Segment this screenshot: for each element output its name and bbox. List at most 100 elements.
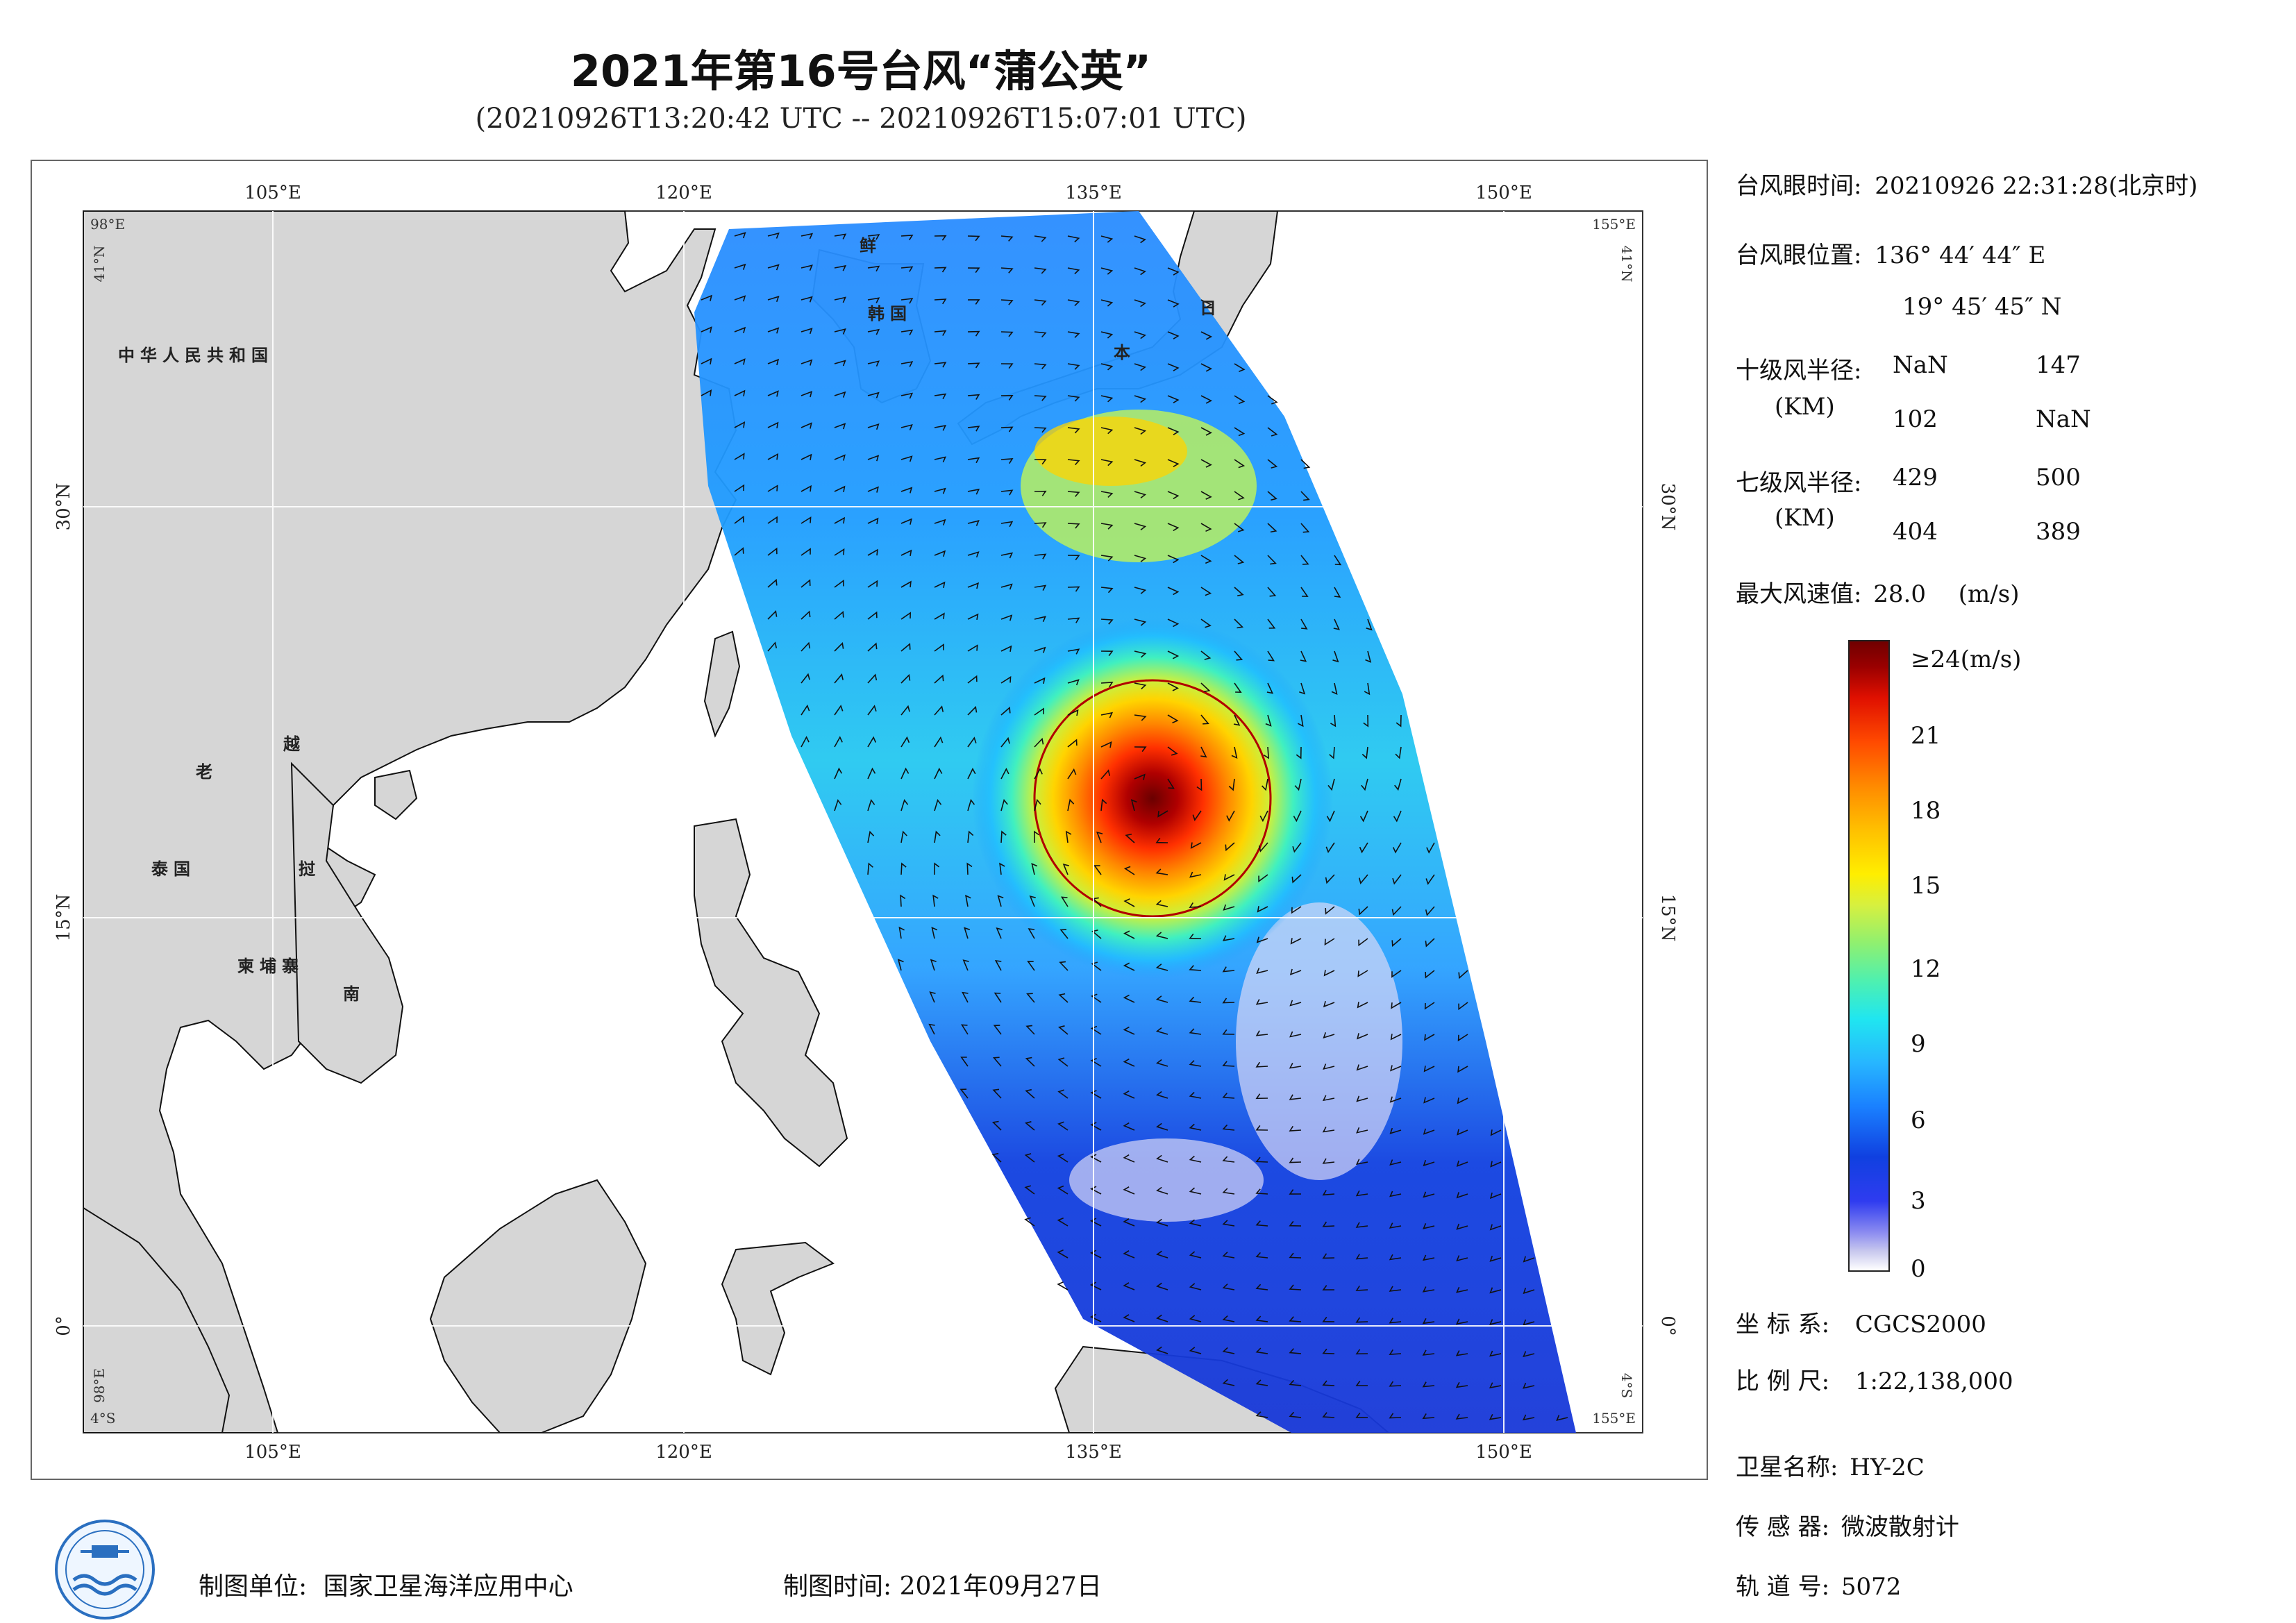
wind-barb — [1167, 587, 1180, 596]
wind-barb — [900, 487, 913, 494]
wind-barb — [834, 642, 844, 652]
wind-barb — [1000, 583, 1013, 590]
wind-barb — [1300, 491, 1310, 501]
wind-barb — [1422, 1381, 1435, 1388]
wind-barb — [1034, 299, 1047, 306]
wind-barb — [967, 520, 980, 526]
wind-barb — [867, 423, 880, 430]
wind-barb — [1234, 363, 1246, 373]
wind-barb — [1222, 1188, 1235, 1195]
wind-barb — [1289, 1157, 1302, 1163]
wind-barb — [934, 330, 947, 336]
wind-barb — [1255, 1030, 1268, 1036]
wind-barb — [991, 1120, 1002, 1131]
wind-barb — [1025, 1025, 1035, 1035]
wind-barb — [1000, 394, 1014, 401]
wind-barb — [1222, 1315, 1235, 1322]
wind-barb — [1156, 1282, 1168, 1290]
corner-label-top-left-lon: 98°E — [90, 216, 125, 233]
lat-label-right-0: 0° — [1657, 1315, 1678, 1336]
wind-barb — [1196, 778, 1203, 791]
wind-barb — [900, 266, 914, 272]
wind-barb — [1123, 962, 1135, 971]
footer-producer: 制图单位: 国家卫星海洋应用中心 — [199, 1566, 573, 1602]
r10-value-nw: NaN — [2036, 405, 2091, 433]
wind-barb — [967, 582, 980, 589]
wind-barb — [1267, 459, 1278, 469]
r7-value-nw: 389 — [2036, 518, 2081, 546]
wind-barb — [1100, 650, 1114, 657]
wind-barb — [1134, 459, 1147, 467]
wind-barb — [1123, 866, 1135, 875]
wind-barb — [1222, 1252, 1235, 1259]
wind-barb — [1000, 614, 1013, 621]
wind-barb — [967, 798, 975, 812]
wind-barb — [967, 267, 980, 274]
wind-barb — [1091, 930, 1102, 939]
wind-barb — [801, 296, 813, 303]
wind-barb — [801, 264, 813, 271]
wind-barb — [1225, 842, 1235, 852]
wind-barb — [1255, 999, 1268, 1005]
wind-swath-pale-patch-2 — [1069, 1138, 1264, 1222]
wind-barb — [1234, 459, 1246, 469]
wind-barb — [834, 799, 842, 812]
wind-barb — [867, 611, 878, 620]
wind-barb — [1067, 427, 1080, 434]
wind-barb — [1489, 1224, 1502, 1231]
wind-barb — [1100, 235, 1114, 243]
wind-barb — [1189, 1155, 1202, 1163]
land-philippines — [694, 818, 848, 1168]
corner-label-bottom-right-lon: 155°E — [1592, 1410, 1636, 1427]
wind-barb — [1298, 714, 1304, 728]
wind-barb — [992, 1057, 1002, 1067]
wind-barb — [1325, 874, 1335, 884]
eye-time-value: 20210926 22:31:28(北京时) — [1875, 172, 2198, 200]
wind-barb — [1255, 1220, 1268, 1227]
land-borneo — [429, 1179, 647, 1433]
wind-barb — [701, 358, 712, 365]
wind-barb — [1255, 1125, 1268, 1131]
wind-barb — [900, 705, 910, 716]
wind-barb — [1134, 299, 1146, 308]
wind-barb — [1156, 1186, 1168, 1195]
wind-barb — [1189, 996, 1202, 1003]
wind-barb — [964, 927, 971, 939]
wind-barb — [1024, 1153, 1035, 1163]
wind-barb — [1289, 1411, 1302, 1418]
scale-value: 1:22,138,000 — [1854, 1368, 2013, 1395]
wind-barb — [1357, 1002, 1368, 1009]
wind-barb — [801, 359, 813, 366]
wind-barb — [1490, 1161, 1502, 1168]
info-eye-time: 台风眼时间: 20210926 22:31:28(北京时) — [1736, 167, 2197, 201]
wind-barb — [1326, 810, 1335, 823]
wind-barb — [1455, 1413, 1468, 1420]
wind-barb — [734, 358, 746, 365]
map-subtitle: (20210926T13:20:42 UTC -- 20210926T15:07… — [475, 103, 1247, 135]
wind-barb — [1134, 619, 1147, 626]
production-date-label: 制图时间: — [783, 1572, 892, 1601]
wind-barb — [1291, 874, 1302, 884]
wind-barb — [994, 992, 1002, 1003]
wind-barb — [1267, 523, 1277, 533]
wind-barb — [1167, 331, 1180, 339]
wind-barb — [767, 578, 778, 588]
wind-barb — [1393, 810, 1402, 823]
wind-barb — [1067, 555, 1080, 561]
wind-barb — [1456, 1192, 1468, 1199]
wind-barb — [801, 422, 812, 429]
wind-barb — [834, 423, 846, 430]
wind-barb — [1234, 619, 1244, 629]
wind-barb — [1234, 427, 1246, 437]
wind-barb — [1489, 1255, 1502, 1262]
wind-barb — [1456, 1223, 1468, 1230]
wind-barb — [1134, 746, 1147, 752]
wind-barb — [1067, 523, 1080, 529]
wind-barb — [1067, 586, 1080, 592]
wind-barb — [867, 234, 880, 240]
wind-barb — [867, 455, 880, 462]
wind-barb — [1089, 1218, 1102, 1227]
wind-barb — [767, 327, 780, 334]
wind-barb — [1322, 1190, 1335, 1196]
wind-barb — [1299, 682, 1306, 695]
